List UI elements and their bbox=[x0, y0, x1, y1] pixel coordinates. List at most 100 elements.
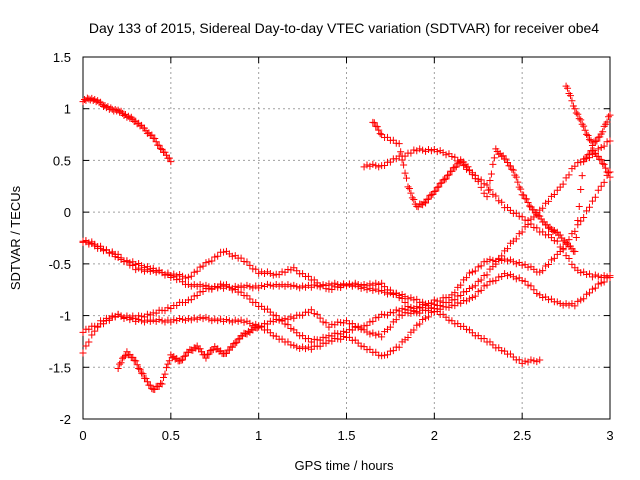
data-point bbox=[448, 152, 456, 160]
data-point bbox=[284, 281, 292, 289]
data-point bbox=[408, 194, 416, 202]
data-point bbox=[424, 145, 432, 153]
data-point bbox=[155, 316, 163, 324]
data-point bbox=[199, 315, 207, 323]
data-point bbox=[225, 317, 233, 325]
data-point bbox=[448, 317, 456, 325]
data-point bbox=[590, 147, 598, 155]
data-point bbox=[162, 364, 170, 372]
data-point bbox=[120, 353, 128, 361]
data-point bbox=[591, 193, 599, 201]
data-point bbox=[515, 356, 523, 364]
data-point bbox=[255, 269, 263, 277]
data-point bbox=[143, 378, 151, 386]
data-point bbox=[571, 105, 579, 113]
data-point bbox=[199, 262, 207, 270]
data-point bbox=[463, 274, 471, 282]
data-point bbox=[603, 118, 611, 126]
data-point bbox=[170, 316, 178, 324]
data-point bbox=[149, 266, 157, 274]
data-point bbox=[370, 119, 378, 127]
data-point bbox=[167, 158, 175, 166]
data-point bbox=[143, 316, 151, 324]
data-point bbox=[196, 345, 204, 353]
data-point bbox=[193, 282, 201, 290]
data-point bbox=[533, 224, 541, 232]
data-point bbox=[605, 113, 613, 121]
data-point bbox=[176, 271, 184, 279]
data-point bbox=[378, 287, 386, 295]
data-point bbox=[354, 281, 362, 289]
y-tick-label: -0.5 bbox=[49, 257, 71, 272]
data-point bbox=[577, 116, 585, 124]
data-point bbox=[512, 275, 520, 283]
data-point bbox=[395, 294, 403, 302]
data-point bbox=[550, 191, 558, 199]
data-point bbox=[146, 381, 154, 389]
series-arc-4 bbox=[79, 270, 614, 360]
data-point bbox=[304, 272, 312, 280]
data-point bbox=[524, 281, 532, 289]
y-tick-label: -1 bbox=[59, 309, 71, 324]
data-point bbox=[290, 264, 298, 272]
data-point bbox=[190, 281, 198, 289]
data-point bbox=[474, 288, 482, 296]
data-point bbox=[307, 345, 315, 353]
data-point bbox=[483, 281, 491, 289]
data-point bbox=[369, 317, 377, 325]
data-point bbox=[187, 272, 195, 280]
data-point bbox=[85, 95, 93, 103]
data-point bbox=[173, 272, 181, 280]
data-point bbox=[146, 267, 154, 275]
data-point bbox=[410, 307, 418, 315]
data-point bbox=[512, 235, 520, 243]
data-point bbox=[477, 183, 485, 191]
data-point bbox=[123, 258, 131, 266]
data-point bbox=[533, 358, 541, 366]
data-point bbox=[372, 279, 380, 287]
data-point bbox=[578, 172, 586, 180]
data-point bbox=[424, 313, 432, 321]
data-point bbox=[593, 137, 601, 145]
data-point bbox=[376, 130, 384, 138]
data-point bbox=[572, 109, 580, 117]
data-point bbox=[373, 123, 381, 131]
data-point bbox=[471, 267, 479, 275]
data-point bbox=[568, 260, 576, 268]
data-point bbox=[129, 262, 137, 270]
data-point bbox=[258, 268, 266, 276]
data-point bbox=[521, 277, 529, 285]
data-point bbox=[451, 153, 459, 161]
data-point bbox=[545, 224, 553, 232]
data-point bbox=[401, 169, 409, 177]
data-point bbox=[135, 316, 143, 324]
data-point bbox=[603, 138, 611, 146]
data-point bbox=[410, 195, 418, 203]
data-point bbox=[114, 365, 122, 373]
data-point bbox=[483, 271, 491, 279]
data-point bbox=[381, 161, 389, 169]
data-point bbox=[293, 329, 301, 337]
data-point bbox=[343, 317, 350, 325]
data-point bbox=[599, 160, 607, 168]
data-point bbox=[571, 247, 579, 255]
data-point bbox=[562, 300, 570, 308]
data-point bbox=[605, 169, 613, 177]
data-point bbox=[243, 258, 251, 266]
data-point bbox=[307, 306, 315, 314]
data-point bbox=[502, 155, 510, 163]
data-point bbox=[240, 318, 248, 326]
data-point bbox=[484, 186, 492, 194]
data-point bbox=[413, 321, 421, 329]
data-point bbox=[111, 105, 119, 113]
data-point bbox=[184, 315, 192, 323]
data-point bbox=[600, 272, 608, 280]
data-point bbox=[135, 365, 143, 373]
data-point bbox=[386, 323, 394, 331]
data-point bbox=[508, 165, 516, 173]
data-point bbox=[565, 254, 573, 262]
data-point bbox=[161, 270, 169, 278]
data-point bbox=[397, 148, 405, 156]
data-point bbox=[577, 296, 585, 304]
data-point bbox=[606, 137, 614, 145]
